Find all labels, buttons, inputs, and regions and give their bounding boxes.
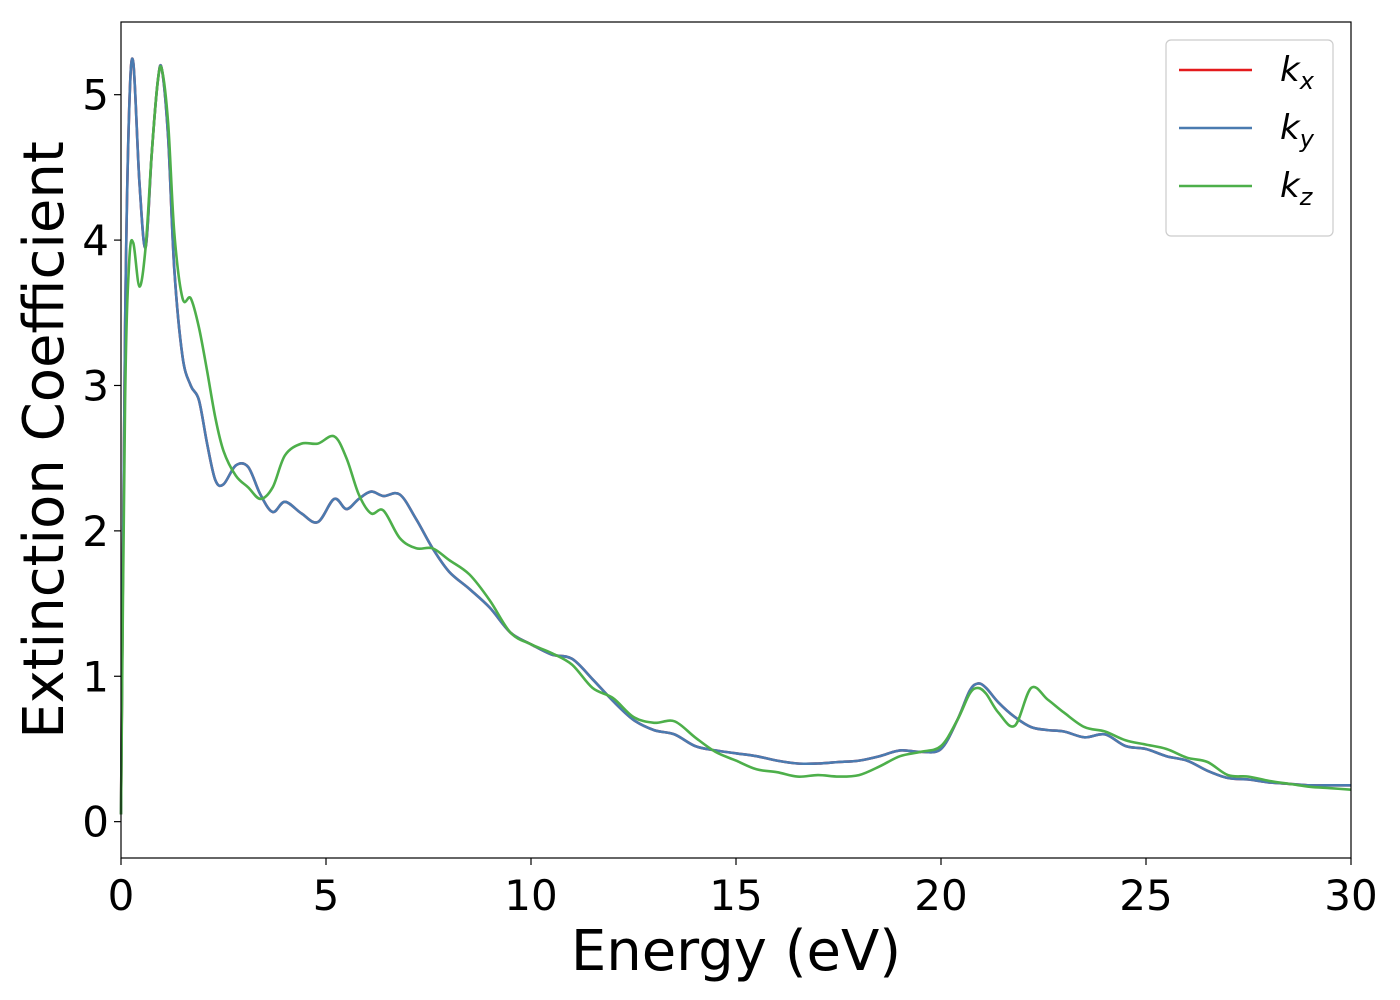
y-tick-label: 4	[82, 216, 109, 265]
y-tick-label: 5	[82, 71, 109, 120]
x-tick-label: 10	[504, 871, 557, 920]
series-line-kz	[119, 65, 1352, 815]
x-tick-label: 5	[313, 871, 340, 920]
y-axis-title: Extinction Coefficient	[12, 141, 77, 739]
series-line-ky	[119, 57, 1351, 815]
x-axis-title: Energy (eV)	[571, 919, 901, 984]
x-tick-label: 25	[1119, 871, 1172, 920]
y-tick-label: 0	[82, 798, 109, 847]
series-layer	[119, 57, 1352, 815]
x-tick-label: 0	[108, 871, 135, 920]
x-tick-label: 30	[1324, 871, 1377, 920]
y-tick-label: 2	[82, 507, 109, 556]
x-tick-label: 15	[709, 871, 762, 920]
y-tick-label: 1	[82, 652, 109, 701]
x-tick-label: 20	[914, 871, 967, 920]
y-axis: 0 1 2 3 4 5	[82, 71, 121, 847]
x-axis: 0 5 10 15 20 25 30	[108, 858, 1378, 920]
y-tick-label: 3	[82, 361, 109, 410]
